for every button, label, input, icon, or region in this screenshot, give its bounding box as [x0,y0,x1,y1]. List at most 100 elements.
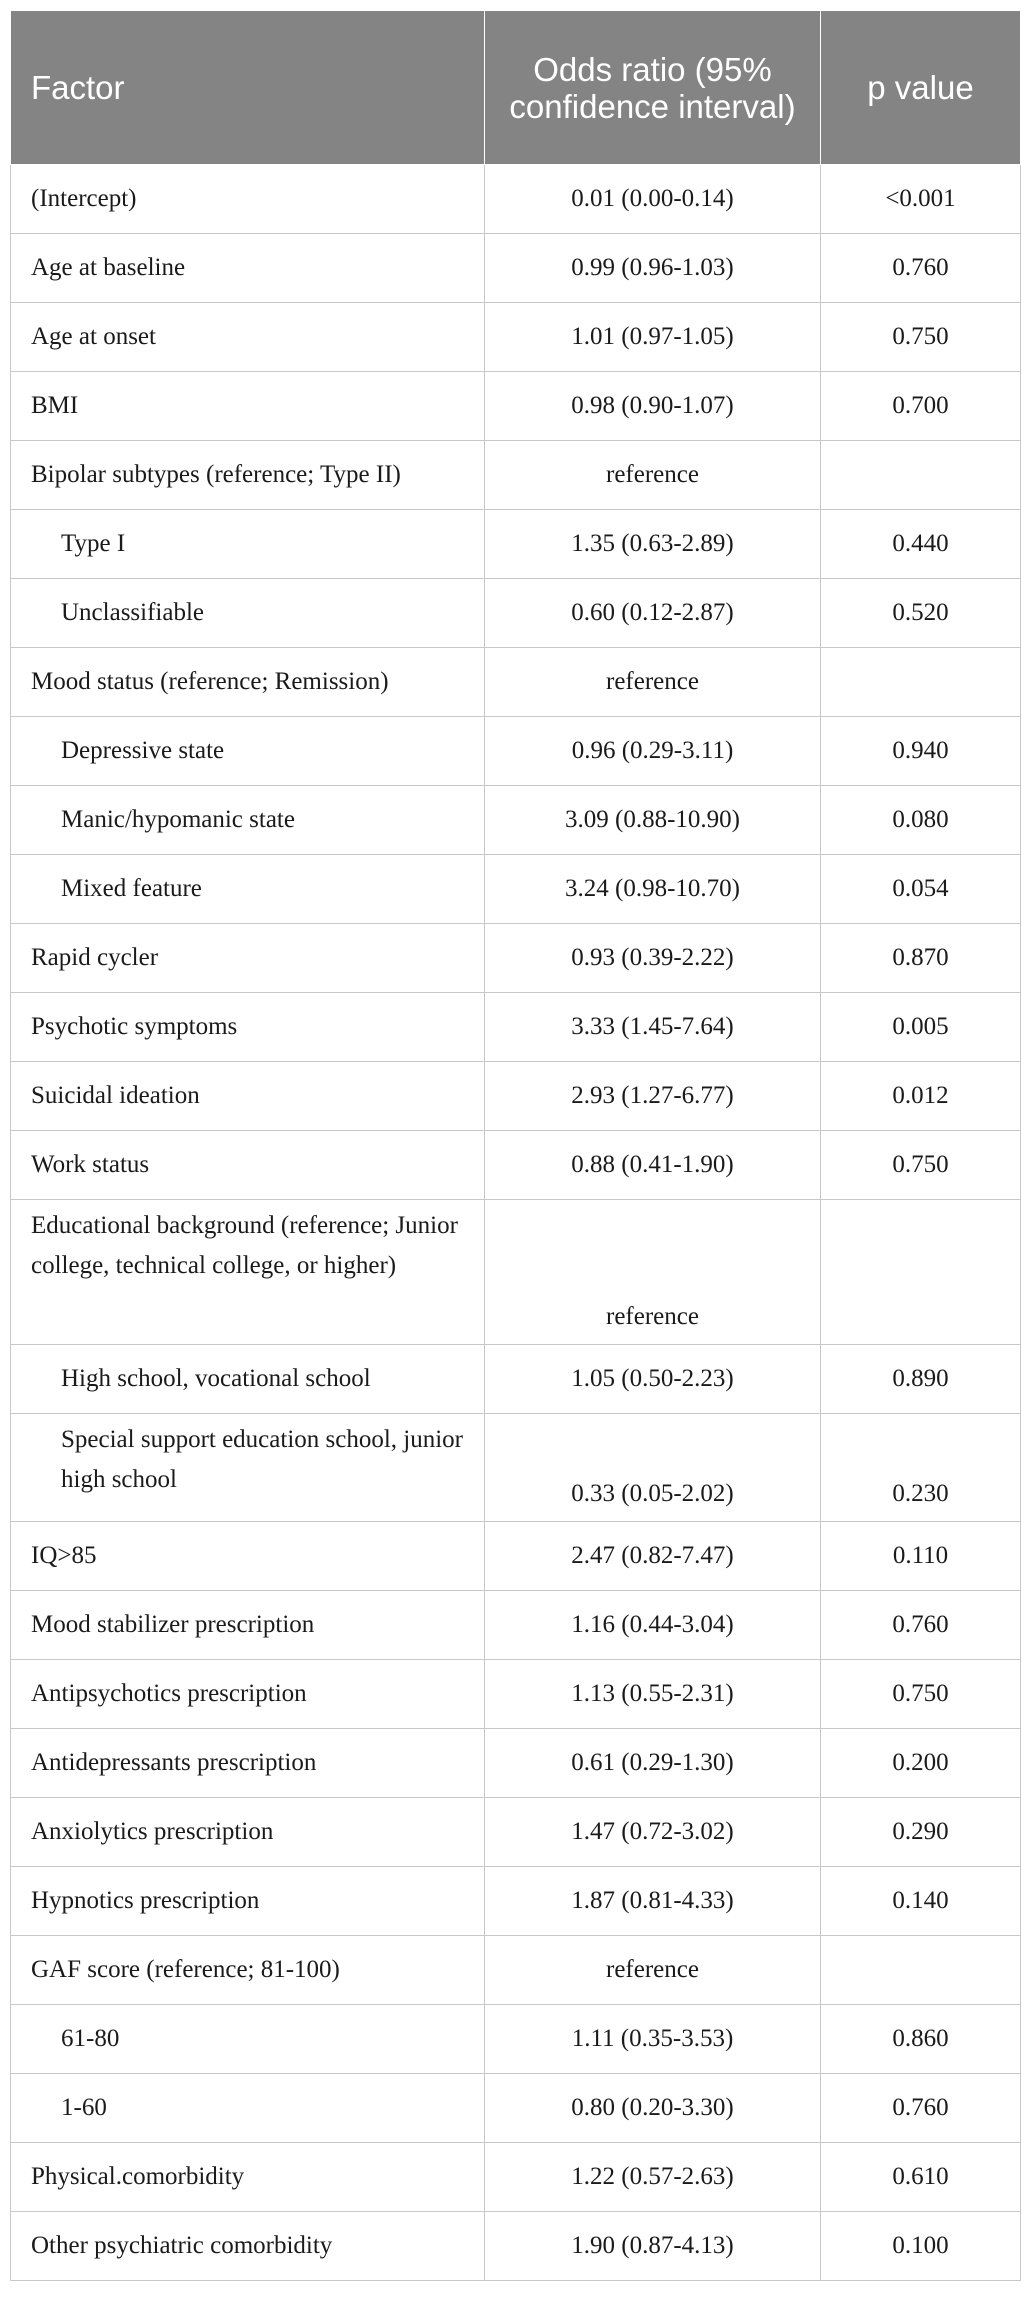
cell-factor: Special support education school, junior… [10,1413,485,1522]
table-row: Other psychiatric comorbidity 1.90 (0.87… [10,2211,1021,2281]
table-row: Suicidal ideation 2.93 (1.27-6.77) 0.012 [10,1061,1021,1131]
table-header: Factor Odds ratio (95% confidence interv… [10,10,1021,165]
cell-p-value: 0.200 [820,1728,1021,1798]
cell-odds-ratio: 1.05 (0.50-2.23) [484,1344,821,1414]
header-row: Factor Odds ratio (95% confidence interv… [10,10,1021,165]
table-row: Work status 0.88 (0.41-1.90) 0.750 [10,1130,1021,1200]
cell-factor: Mixed feature [10,854,485,924]
cell-odds-ratio: 0.93 (0.39-2.22) [484,923,821,993]
cell-p-value: 0.140 [820,1866,1021,1936]
cell-p-value: 0.870 [820,923,1021,993]
cell-odds-ratio: 1.13 (0.55-2.31) [484,1659,821,1729]
table-row: Age at baseline 0.99 (0.96-1.03) 0.760 [10,233,1021,303]
cell-factor: Bipolar subtypes (reference; Type II) [10,440,485,510]
cell-p-value: 0.005 [820,992,1021,1062]
cell-factor: GAF score (reference; 81-100) [10,1935,485,2005]
cell-factor: Mood status (reference; Remission) [10,647,485,717]
cell-p-value: 0.230 [820,1413,1021,1522]
cell-p-value: 0.940 [820,716,1021,786]
cell-odds-ratio: 0.98 (0.90-1.07) [484,371,821,441]
cell-p-value: <0.001 [820,164,1021,234]
cell-factor: Mood stabilizer prescription [10,1590,485,1660]
odds-ratio-table: Factor Odds ratio (95% confidence interv… [10,10,1021,2281]
cell-p-value: 0.750 [820,302,1021,372]
cell-factor: Hypnotics prescription [10,1866,485,1936]
table-row: Age at onset 1.01 (0.97-1.05) 0.750 [10,302,1021,372]
cell-factor: High school, vocational school [10,1344,485,1414]
cell-p-value: 0.100 [820,2211,1021,2281]
cell-factor: Physical.comorbidity [10,2142,485,2212]
cell-odds-ratio: 1.35 (0.63-2.89) [484,509,821,579]
cell-odds-ratio: 1.90 (0.87-4.13) [484,2211,821,2281]
cell-odds-ratio: 2.93 (1.27-6.77) [484,1061,821,1131]
table-body: (Intercept) 0.01 (0.00-0.14) <0.001 Age … [10,164,1021,2281]
cell-factor: Age at onset [10,302,485,372]
cell-odds-ratio: 0.99 (0.96-1.03) [484,233,821,303]
table-row: (Intercept) 0.01 (0.00-0.14) <0.001 [10,164,1021,234]
cell-p-value [820,1199,1021,1345]
cell-factor: Age at baseline [10,233,485,303]
cell-p-value: 0.610 [820,2142,1021,2212]
cell-p-value: 0.860 [820,2004,1021,2074]
cell-factor: Unclassifiable [10,578,485,648]
cell-odds-ratio: 0.61 (0.29-1.30) [484,1728,821,1798]
cell-factor: Type I [10,509,485,579]
table-row: Psychotic symptoms 3.33 (1.45-7.64) 0.00… [10,992,1021,1062]
cell-factor: (Intercept) [10,164,485,234]
cell-p-value: 0.520 [820,578,1021,648]
cell-factor: Rapid cycler [10,923,485,993]
cell-odds-ratio: 0.33 (0.05-2.02) [484,1413,821,1522]
table-row: Hypnotics prescription 1.87 (0.81-4.33) … [10,1866,1021,1936]
cell-odds-ratio: reference [484,1935,821,2005]
table-row: Rapid cycler 0.93 (0.39-2.22) 0.870 [10,923,1021,993]
cell-p-value: 0.440 [820,509,1021,579]
cell-p-value: 0.750 [820,1659,1021,1729]
cell-factor: Work status [10,1130,485,1200]
cell-factor: IQ>85 [10,1521,485,1591]
cell-factor: 61-80 [10,2004,485,2074]
cell-odds-ratio: 1.87 (0.81-4.33) [484,1866,821,1936]
cell-p-value: 0.700 [820,371,1021,441]
table-row: Type I 1.35 (0.63-2.89) 0.440 [10,509,1021,579]
cell-factor: Other psychiatric comorbidity [10,2211,485,2281]
table-row: Anxiolytics prescription 1.47 (0.72-3.02… [10,1797,1021,1867]
table-row: 61-80 1.11 (0.35-3.53) 0.860 [10,2004,1021,2074]
table-row: Bipolar subtypes (reference; Type II) re… [10,440,1021,510]
cell-p-value: 0.054 [820,854,1021,924]
cell-factor: 1-60 [10,2073,485,2143]
cell-factor: Antidepressants prescription [10,1728,485,1798]
cell-odds-ratio: reference [484,1199,821,1345]
table-row: IQ>85 2.47 (0.82-7.47) 0.110 [10,1521,1021,1591]
cell-odds-ratio: 3.33 (1.45-7.64) [484,992,821,1062]
cell-odds-ratio: 1.47 (0.72-3.02) [484,1797,821,1867]
cell-odds-ratio: 0.60 (0.12-2.87) [484,578,821,648]
table-row: Unclassifiable 0.60 (0.12-2.87) 0.520 [10,578,1021,648]
cell-p-value: 0.110 [820,1521,1021,1591]
table-row: Mixed feature 3.24 (0.98-10.70) 0.054 [10,854,1021,924]
cell-p-value [820,440,1021,510]
cell-factor: BMI [10,371,485,441]
table-row: Manic/hypomanic state 3.09 (0.88-10.90) … [10,785,1021,855]
table-row: Antipsychotics prescription 1.13 (0.55-2… [10,1659,1021,1729]
cell-p-value: 0.012 [820,1061,1021,1131]
cell-factor: Antipsychotics prescription [10,1659,485,1729]
header-factor: Factor [10,10,485,165]
cell-odds-ratio: reference [484,647,821,717]
cell-factor: Educational background (reference; Junio… [10,1199,485,1345]
cell-p-value [820,1935,1021,2005]
cell-odds-ratio: 0.80 (0.20-3.30) [484,2073,821,2143]
cell-p-value: 0.760 [820,2073,1021,2143]
cell-factor: Anxiolytics prescription [10,1797,485,1867]
table-row: Mood status (reference; Remission) refer… [10,647,1021,717]
cell-factor: Depressive state [10,716,485,786]
table-row: Depressive state 0.96 (0.29-3.11) 0.940 [10,716,1021,786]
cell-p-value: 0.750 [820,1130,1021,1200]
table-row: Physical.comorbidity 1.22 (0.57-2.63) 0.… [10,2142,1021,2212]
cell-p-value: 0.760 [820,233,1021,303]
cell-p-value: 0.890 [820,1344,1021,1414]
cell-odds-ratio: 0.96 (0.29-3.11) [484,716,821,786]
cell-odds-ratio: 1.16 (0.44-3.04) [484,1590,821,1660]
cell-p-value [820,647,1021,717]
cell-factor: Psychotic symptoms [10,992,485,1062]
header-p-value: p value [820,10,1021,165]
